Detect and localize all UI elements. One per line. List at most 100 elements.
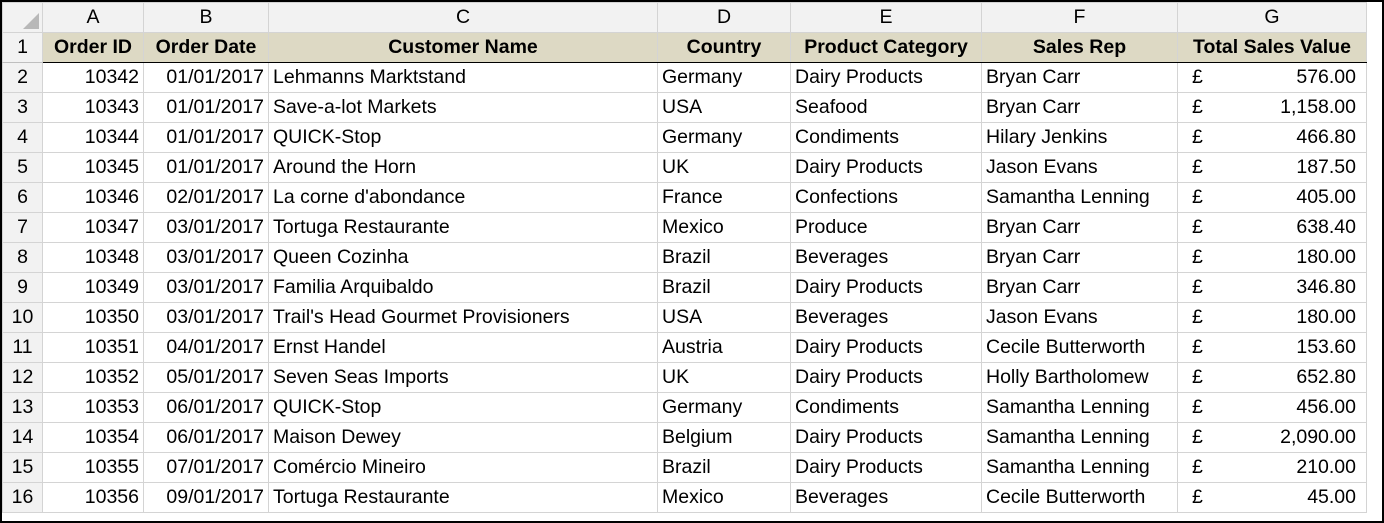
cell-country[interactable]: Brazil <box>657 242 791 273</box>
cell-total-sales-value[interactable]: £405.00 <box>1177 182 1367 213</box>
cell-product-category[interactable]: Dairy Products <box>790 62 982 93</box>
cell-customer-name[interactable]: La corne d'abondance <box>268 182 658 213</box>
column-header-g[interactable]: G <box>1177 2 1367 33</box>
cell-product-category[interactable]: Dairy Products <box>790 272 982 303</box>
cell-customer-name[interactable]: Save-a-lot Markets <box>268 92 658 123</box>
cell-sales-rep[interactable]: Samantha Lenning <box>981 422 1178 453</box>
cell-total-sales-value[interactable]: £638.40 <box>1177 212 1367 243</box>
cell-sales-rep[interactable]: Bryan Carr <box>981 212 1178 243</box>
cell-order-date[interactable]: 01/01/2017 <box>143 92 269 123</box>
cell-total-sales-value[interactable]: £456.00 <box>1177 392 1367 423</box>
cell-sales-rep[interactable]: Samantha Lenning <box>981 452 1178 483</box>
cell-total-sales-value[interactable]: £180.00 <box>1177 302 1367 333</box>
cell-product-category[interactable]: Condiments <box>790 392 982 423</box>
cell-order-date[interactable]: 02/01/2017 <box>143 182 269 213</box>
cell-order-date[interactable]: 01/01/2017 <box>143 122 269 153</box>
cell-order-id[interactable]: 10347 <box>42 212 144 243</box>
cell-sales-rep[interactable]: Samantha Lenning <box>981 182 1178 213</box>
cell-country[interactable]: USA <box>657 92 791 123</box>
header-cell-product-category[interactable]: Product Category <box>790 32 982 63</box>
column-header-f[interactable]: F <box>981 2 1178 33</box>
cell-order-date[interactable]: 05/01/2017 <box>143 362 269 393</box>
cell-sales-rep[interactable]: Samantha Lenning <box>981 392 1178 423</box>
cell-customer-name[interactable]: Trail's Head Gourmet Provisioners <box>268 302 658 333</box>
select-all-corner[interactable] <box>2 2 43 33</box>
cell-total-sales-value[interactable]: £652.80 <box>1177 362 1367 393</box>
cell-sales-rep[interactable]: Cecile Butterworth <box>981 482 1178 513</box>
row-header[interactable]: 5 <box>2 152 43 183</box>
header-cell-total-sales-value[interactable]: Total Sales Value <box>1177 32 1367 63</box>
cell-country[interactable]: France <box>657 182 791 213</box>
cell-order-id[interactable]: 10344 <box>42 122 144 153</box>
cell-sales-rep[interactable]: Bryan Carr <box>981 62 1178 93</box>
cell-product-category[interactable]: Dairy Products <box>790 152 982 183</box>
row-header[interactable]: 3 <box>2 92 43 123</box>
cell-total-sales-value[interactable]: £210.00 <box>1177 452 1367 483</box>
cell-country[interactable]: UK <box>657 362 791 393</box>
cell-product-category[interactable]: Beverages <box>790 242 982 273</box>
cell-sales-rep[interactable]: Bryan Carr <box>981 92 1178 123</box>
cell-total-sales-value[interactable]: £466.80 <box>1177 122 1367 153</box>
cell-sales-rep[interactable]: Holly Bartholomew <box>981 362 1178 393</box>
row-header[interactable]: 10 <box>2 302 43 333</box>
header-cell-country[interactable]: Country <box>657 32 791 63</box>
cell-country[interactable]: USA <box>657 302 791 333</box>
cell-product-category[interactable]: Beverages <box>790 482 982 513</box>
cell-order-id[interactable]: 10346 <box>42 182 144 213</box>
cell-product-category[interactable]: Seafood <box>790 92 982 123</box>
cell-product-category[interactable]: Dairy Products <box>790 422 982 453</box>
cell-order-id[interactable]: 10342 <box>42 62 144 93</box>
row-header[interactable]: 4 <box>2 122 43 153</box>
cell-country[interactable]: Mexico <box>657 212 791 243</box>
cell-sales-rep[interactable]: Bryan Carr <box>981 272 1178 303</box>
column-header-c[interactable]: C <box>268 2 658 33</box>
cell-product-category[interactable]: Beverages <box>790 302 982 333</box>
cell-country[interactable]: Brazil <box>657 452 791 483</box>
cell-sales-rep[interactable]: Jason Evans <box>981 152 1178 183</box>
row-header[interactable]: 12 <box>2 362 43 393</box>
header-cell-sales-rep[interactable]: Sales Rep <box>981 32 1178 63</box>
cell-order-date[interactable]: 01/01/2017 <box>143 62 269 93</box>
row-header[interactable]: 11 <box>2 332 43 363</box>
header-cell-order-date[interactable]: Order Date <box>143 32 269 63</box>
cell-country[interactable]: Germany <box>657 62 791 93</box>
cell-product-category[interactable]: Dairy Products <box>790 362 982 393</box>
column-header-d[interactable]: D <box>657 2 791 33</box>
cell-order-id[interactable]: 10355 <box>42 452 144 483</box>
header-cell-order-id[interactable]: Order ID <box>42 32 144 63</box>
row-header[interactable]: 1 <box>2 32 43 63</box>
cell-total-sales-value[interactable]: £1,158.00 <box>1177 92 1367 123</box>
cell-customer-name[interactable]: Lehmanns Marktstand <box>268 62 658 93</box>
cell-order-id[interactable]: 10348 <box>42 242 144 273</box>
cell-product-category[interactable]: Condiments <box>790 122 982 153</box>
cell-order-date[interactable]: 06/01/2017 <box>143 422 269 453</box>
cell-order-date[interactable]: 03/01/2017 <box>143 272 269 303</box>
row-header[interactable]: 16 <box>2 482 43 513</box>
cell-customer-name[interactable]: QUICK-Stop <box>268 392 658 423</box>
row-header[interactable]: 2 <box>2 62 43 93</box>
cell-order-date[interactable]: 01/01/2017 <box>143 152 269 183</box>
cell-country[interactable]: Brazil <box>657 272 791 303</box>
cell-customer-name[interactable]: Familia Arquibaldo <box>268 272 658 303</box>
cell-product-category[interactable]: Produce <box>790 212 982 243</box>
cell-customer-name[interactable]: Ernst Handel <box>268 332 658 363</box>
row-header[interactable]: 8 <box>2 242 43 273</box>
cell-country[interactable]: Germany <box>657 392 791 423</box>
cell-total-sales-value[interactable]: £346.80 <box>1177 272 1367 303</box>
cell-order-id[interactable]: 10352 <box>42 362 144 393</box>
cell-customer-name[interactable]: Seven Seas Imports <box>268 362 658 393</box>
cell-order-date[interactable]: 06/01/2017 <box>143 392 269 423</box>
row-header[interactable]: 13 <box>2 392 43 423</box>
cell-order-date[interactable]: 09/01/2017 <box>143 482 269 513</box>
cell-sales-rep[interactable]: Cecile Butterworth <box>981 332 1178 363</box>
cell-order-id[interactable]: 10343 <box>42 92 144 123</box>
cell-order-date[interactable]: 03/01/2017 <box>143 212 269 243</box>
cell-order-date[interactable]: 04/01/2017 <box>143 332 269 363</box>
cell-total-sales-value[interactable]: £45.00 <box>1177 482 1367 513</box>
cell-country[interactable]: Germany <box>657 122 791 153</box>
cell-sales-rep[interactable]: Bryan Carr <box>981 242 1178 273</box>
cell-order-id[interactable]: 10351 <box>42 332 144 363</box>
cell-order-id[interactable]: 10345 <box>42 152 144 183</box>
row-header[interactable]: 14 <box>2 422 43 453</box>
row-header[interactable]: 15 <box>2 452 43 483</box>
